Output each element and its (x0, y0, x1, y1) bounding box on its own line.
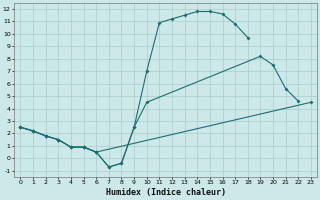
X-axis label: Humidex (Indice chaleur): Humidex (Indice chaleur) (106, 188, 226, 197)
